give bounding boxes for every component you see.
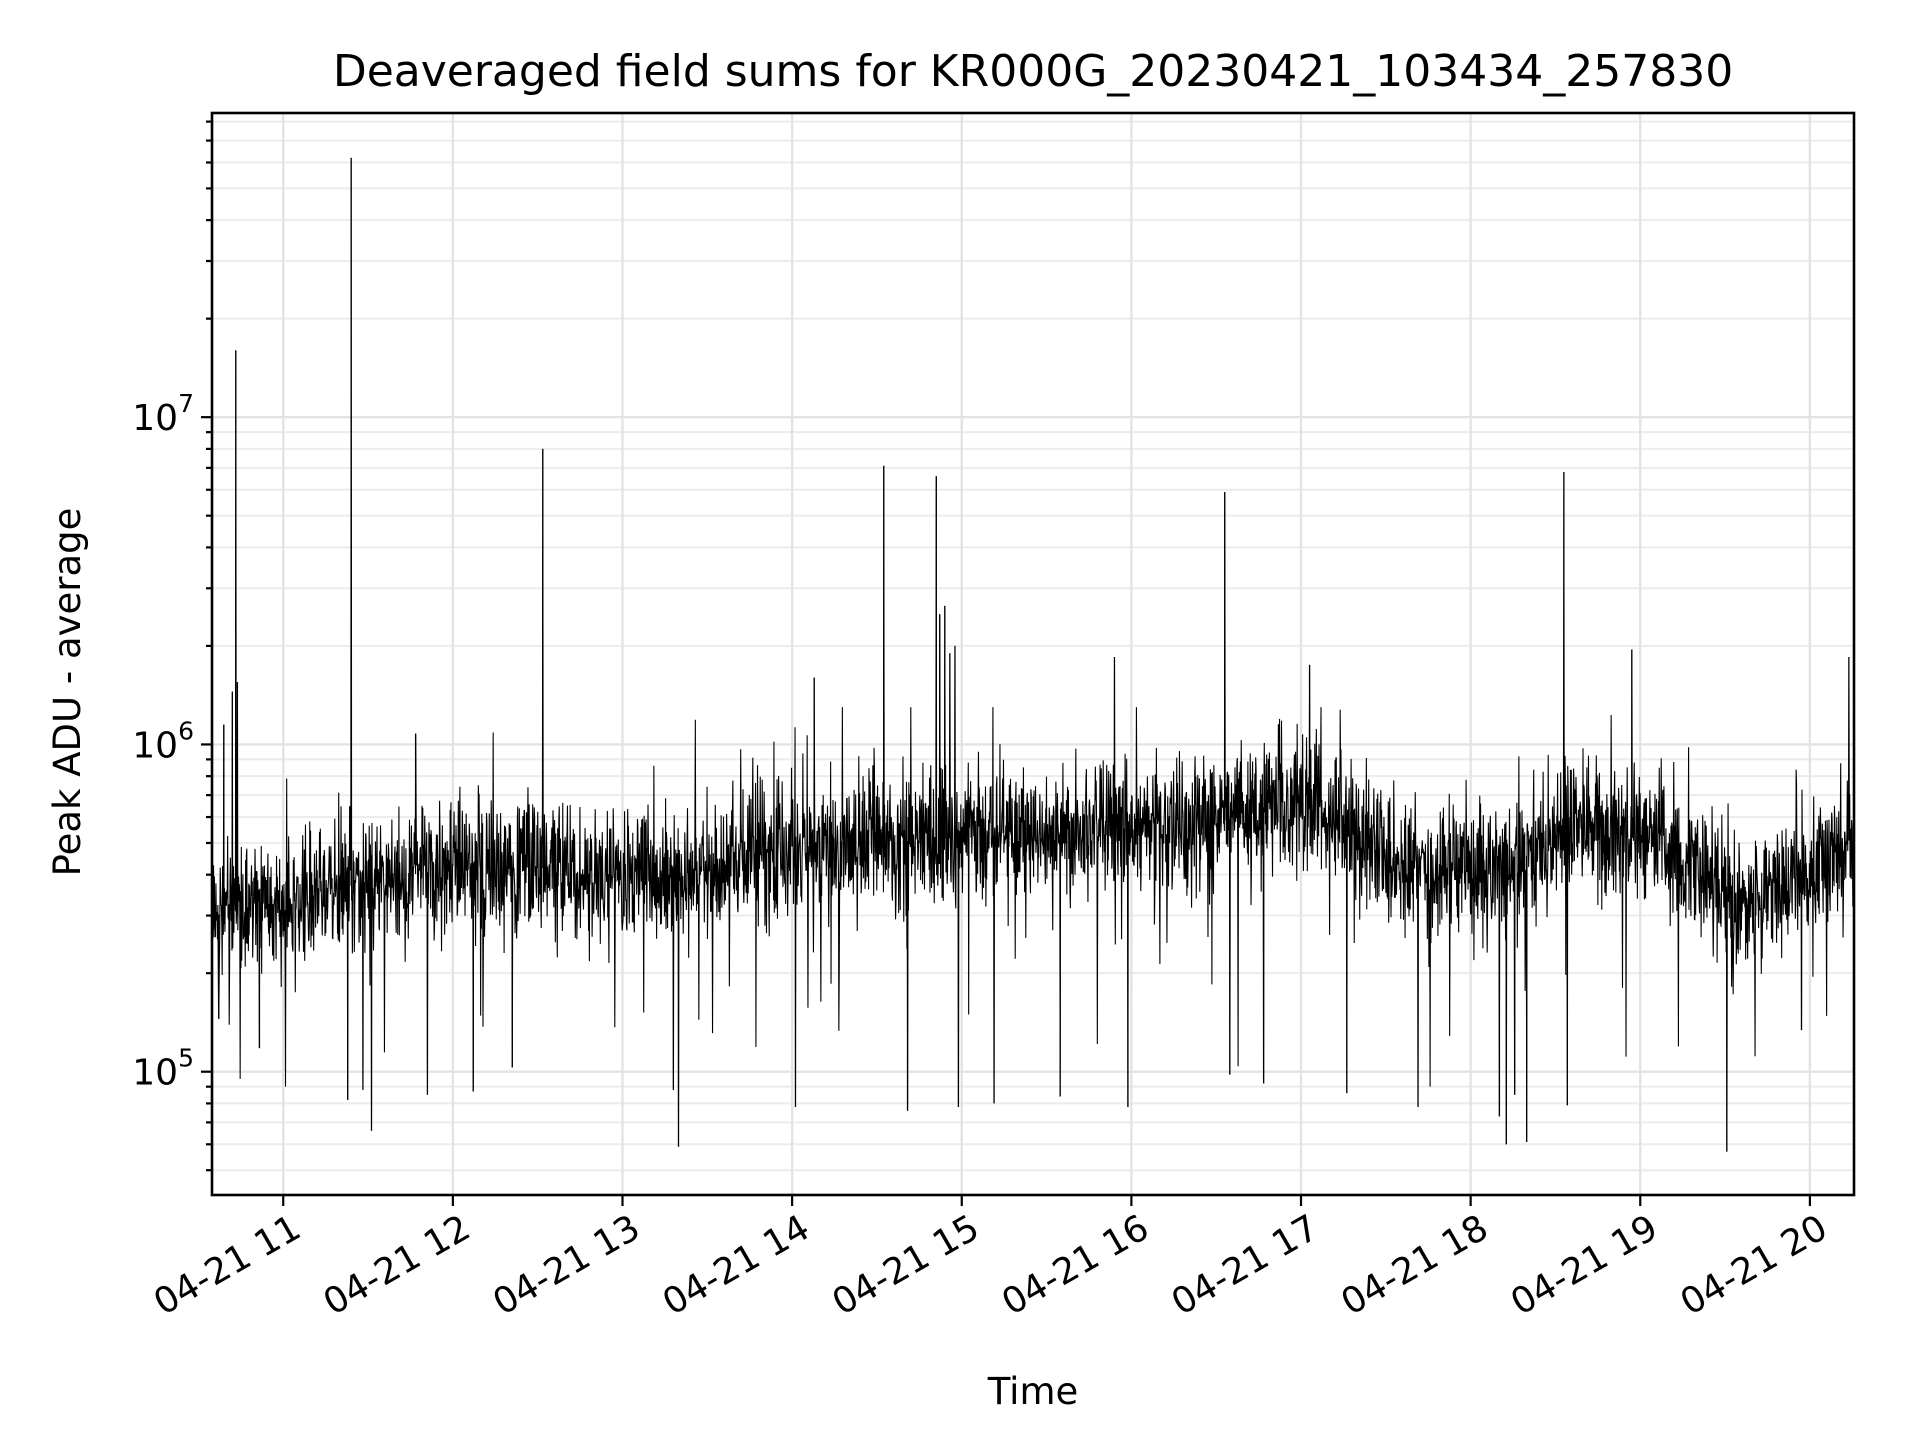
- y-tick-base: 10: [132, 725, 178, 766]
- major-gridlines: [212, 113, 1854, 1195]
- y-tick-base: 10: [132, 398, 178, 439]
- y-axis-label: Peak ADU - average: [46, 508, 89, 877]
- series-line: [211, 157, 1855, 1152]
- y-tick-exponent: 5: [178, 1044, 194, 1073]
- x-axis-label: Time: [987, 1370, 1079, 1413]
- y-tick-base: 10: [132, 1053, 178, 1094]
- y-tick-exponent: 7: [178, 389, 194, 418]
- plot-frame: [210, 111, 1856, 1197]
- y-tick-label: 105: [132, 1044, 194, 1094]
- y-tick-label: 107: [132, 389, 194, 439]
- chart-title: Deaveraged field sums for KR000G_2023042…: [333, 46, 1733, 97]
- y-tick-exponent: 6: [178, 716, 194, 745]
- series-layer: [211, 157, 1855, 1152]
- y-tick-label: 106: [132, 716, 194, 766]
